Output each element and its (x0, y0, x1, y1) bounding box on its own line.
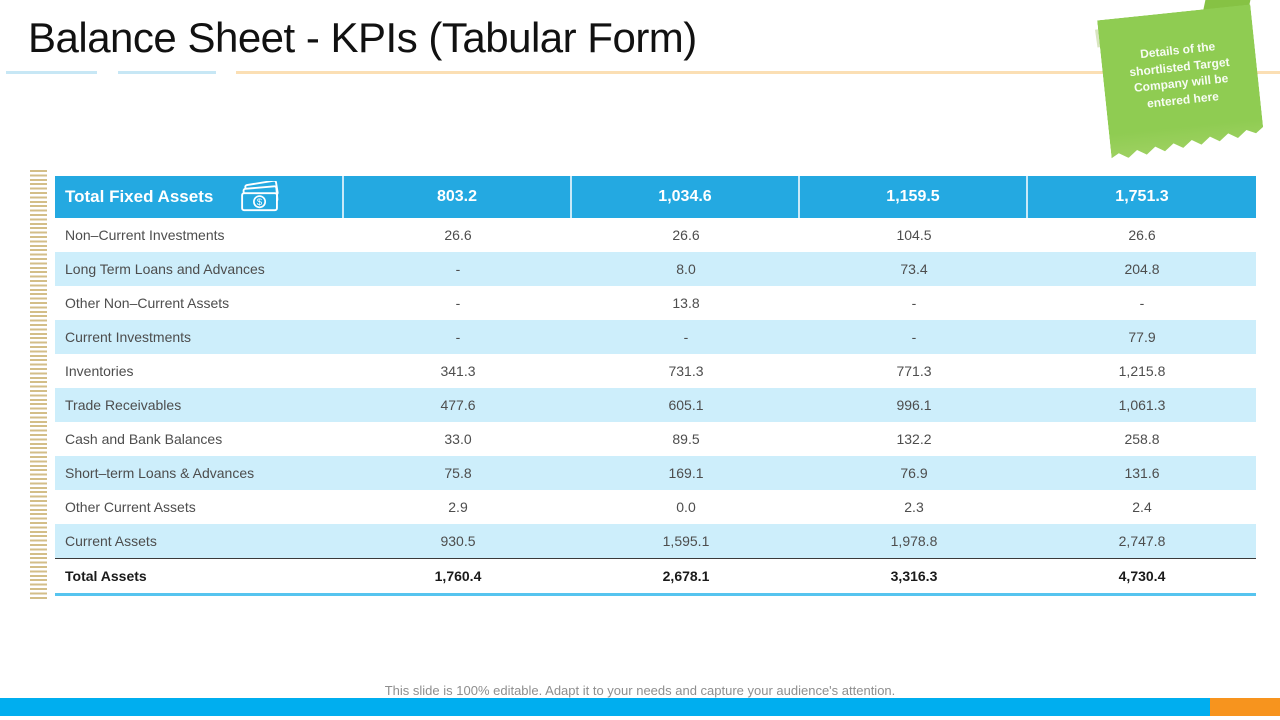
row-label: Long Term Loans and Advances (65, 261, 265, 277)
row-value-col3: 3,316.3 (890, 568, 938, 584)
row-value-col2: 26.6 (672, 227, 700, 243)
row-value-col3: - (911, 329, 917, 345)
row-label: Non–Current Investments (65, 227, 225, 243)
title-underline-segment-1 (6, 71, 97, 74)
row-value-col4: - (1139, 295, 1145, 311)
table-header-label: Total Fixed Assets (65, 187, 214, 206)
table-header-label-cell: Total Fixed Assets $ (55, 176, 344, 218)
row-value-col2: 89.5 (672, 431, 700, 447)
row-value-col1: 341.3 (440, 363, 476, 379)
table-row: Total Assets 1,760.4 2,678.1 3,316.3 4,7… (55, 558, 1256, 596)
row-value-col1: 26.6 (444, 227, 472, 243)
row-value-col3: 996.1 (896, 397, 932, 413)
row-value-col4: 2,747.8 (1118, 533, 1166, 549)
row-value-col1: 477.6 (440, 397, 476, 413)
row-value-col4: 258.8 (1124, 431, 1160, 447)
row-value-col1: 1,760.4 (434, 568, 482, 584)
row-value-col4: 4,730.4 (1118, 568, 1166, 584)
row-value-col3: 132.2 (896, 431, 932, 447)
row-value-col1: - (455, 329, 461, 345)
row-value-col4: 204.8 (1124, 261, 1160, 277)
row-value-col2: 605.1 (668, 397, 704, 413)
row-label: Current Assets (65, 533, 157, 549)
row-value-col3: 1,978.8 (890, 533, 938, 549)
row-value-col3: 104.5 (896, 227, 932, 243)
row-value-col3: 76.9 (900, 465, 928, 481)
row-value-col1: 2.9 (448, 499, 468, 515)
row-label: Trade Receivables (65, 397, 182, 413)
row-value-col4: 131.6 (1124, 465, 1160, 481)
row-value-col1: 75.8 (444, 465, 472, 481)
row-value-col2: 169.1 (668, 465, 704, 481)
row-value-col2: 13.8 (672, 295, 700, 311)
table-row: Cash and Bank Balances 33.0 89.5 132.2 2… (55, 422, 1256, 456)
row-value-col2: 731.3 (668, 363, 704, 379)
table-row: Current Investments - - - 77.9 (55, 320, 1256, 354)
table-row: Other Non–Current Assets - 13.8 - - (55, 286, 1256, 320)
spiral-binding-decoration (30, 170, 47, 600)
sticky-note-text: Details of the shortlisted Target Compan… (1128, 39, 1231, 111)
row-value-col2: 0.0 (676, 499, 696, 515)
table-row: Long Term Loans and Advances - 8.0 73.4 … (55, 252, 1256, 286)
footer-note: This slide is 100% editable. Adapt it to… (384, 683, 896, 698)
row-value-col4: 1,061.3 (1118, 397, 1166, 413)
row-value-col1: - (455, 261, 461, 277)
table-row: Trade Receivables 477.6 605.1 996.1 1,06… (55, 388, 1256, 422)
row-value-col2: - (683, 329, 689, 345)
row-value-col4: 2.4 (1132, 499, 1152, 515)
header-value-col4: 1,751.3 (1115, 188, 1169, 205)
title-underline-orange (236, 71, 1280, 74)
sticky-note: Details of the shortlisted Target Compan… (1097, 4, 1265, 159)
row-value-col4: 26.6 (1128, 227, 1156, 243)
money-bills-icon: $ (241, 181, 279, 212)
row-value-col2: 8.0 (676, 261, 696, 277)
row-value-col3: 73.4 (900, 261, 928, 277)
svg-text:$: $ (257, 196, 263, 207)
row-label: Total Assets (65, 568, 147, 584)
row-label: Cash and Bank Balances (65, 431, 223, 447)
row-value-col1: - (455, 295, 461, 311)
table-row: Other Current Assets 2.9 0.0 2.3 2.4 (55, 490, 1256, 524)
header-value-col2: 1,034.6 (572, 176, 800, 218)
table-header-row: Total Fixed Assets $ 803.2 1,034.6 1,159… (55, 176, 1256, 218)
row-value-col1: 930.5 (440, 533, 476, 549)
title-underline-segment-2 (118, 71, 216, 74)
row-label: Short–term Loans & Advances (65, 465, 255, 481)
row-value-col4: 77.9 (1128, 329, 1156, 345)
table-body: Non–Current Investments 26.6 26.6 104.5 … (55, 218, 1256, 596)
row-value-col4: 1,215.8 (1118, 363, 1166, 379)
table-row: Inventories 341.3 731.3 771.3 1,215.8 (55, 354, 1256, 388)
row-label: Other Non–Current Assets (65, 295, 230, 311)
table-row: Short–term Loans & Advances 75.8 169.1 7… (55, 456, 1256, 490)
header-value-col1: 803.2 (344, 176, 572, 218)
row-value-col1: 33.0 (444, 431, 472, 447)
row-label: Other Current Assets (65, 499, 196, 515)
balance-sheet-table: Total Fixed Assets $ 803.2 1,034.6 1,159… (55, 176, 1256, 596)
table-row: Non–Current Investments 26.6 26.6 104.5 … (55, 218, 1256, 252)
bottom-bar-blue (0, 698, 1210, 716)
row-label: Inventories (65, 363, 134, 379)
bottom-bar-orange (1210, 698, 1280, 716)
row-label: Current Investments (65, 329, 192, 345)
row-value-col3: - (911, 295, 917, 311)
page-title: Balance Sheet - KPIs (Tabular Form) (28, 14, 697, 61)
row-value-col3: 2.3 (904, 499, 924, 515)
row-value-col2: 2,678.1 (662, 568, 710, 584)
header-value-col3: 1,159.5 (800, 176, 1028, 218)
table-row: Current Assets 930.5 1,595.1 1,978.8 2,7… (55, 524, 1256, 558)
row-value-col3: 771.3 (896, 363, 932, 379)
row-value-col2: 1,595.1 (662, 533, 710, 549)
